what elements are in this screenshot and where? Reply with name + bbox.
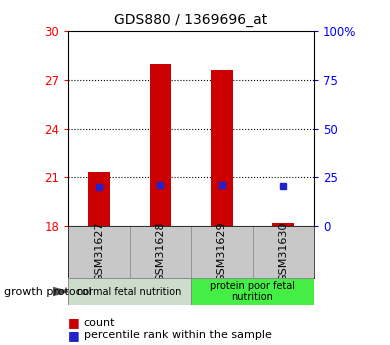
Text: count: count	[84, 318, 115, 327]
Polygon shape	[53, 287, 68, 296]
Bar	[253, 226, 314, 278]
Title: GDS880 / 1369696_at: GDS880 / 1369696_at	[115, 13, 268, 27]
Bar	[88, 172, 110, 226]
Bar	[191, 278, 314, 305]
Text: ■: ■	[68, 329, 80, 342]
Text: GSM31627: GSM31627	[94, 221, 104, 282]
Text: protein poor fetal
nutrition: protein poor fetal nutrition	[210, 281, 295, 302]
Text: normal fetal nutrition: normal fetal nutrition	[78, 287, 182, 296]
Text: growth protocol: growth protocol	[4, 287, 92, 296]
Bar	[68, 278, 191, 305]
Text: ■: ■	[68, 316, 80, 329]
Bar	[150, 63, 171, 226]
Text: percentile rank within the sample: percentile rank within the sample	[84, 331, 272, 340]
Bar	[191, 226, 253, 278]
Bar	[273, 223, 294, 226]
Text: GSM31630: GSM31630	[278, 221, 288, 282]
Text: GSM31629: GSM31629	[217, 221, 227, 282]
Bar	[211, 70, 232, 226]
Bar	[68, 226, 129, 278]
Text: GSM31628: GSM31628	[155, 221, 165, 282]
Bar	[129, 226, 191, 278]
